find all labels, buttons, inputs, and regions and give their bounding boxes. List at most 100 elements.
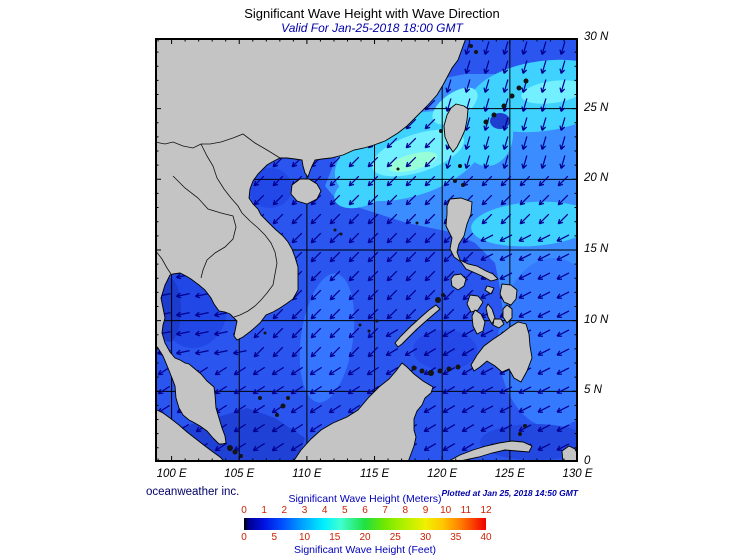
- samar-island: [499, 283, 518, 306]
- feet-tick-5: 5: [271, 532, 278, 543]
- lon-label-120-e: 120 E: [427, 468, 458, 480]
- small-island: [509, 93, 515, 99]
- feet-tick-15: 15: [329, 532, 341, 543]
- map-border: [155, 38, 578, 462]
- meters-tick-8: 8: [402, 505, 409, 516]
- small-island: [435, 297, 441, 303]
- small-island: [501, 103, 507, 109]
- meters-tick-4: 4: [321, 505, 328, 516]
- colorbar-meters-ticks: 0 1 2 3 4 5 6 7 8 9 10 11 12: [241, 505, 491, 516]
- lat-label-5-n: 5 N: [584, 384, 602, 397]
- small-island: [415, 221, 419, 225]
- meters-tick-12: 12: [480, 505, 492, 516]
- small-island: [375, 319, 379, 323]
- palawan-island: [394, 304, 441, 348]
- colorbar-feet-title: Significant Wave Height (Feet): [293, 544, 436, 556]
- mainland-southeast-asia: [154, 37, 467, 445]
- small-island: [367, 329, 371, 333]
- small-island: [258, 396, 262, 400]
- map-canvas: [154, 37, 618, 463]
- small-island: [437, 368, 443, 374]
- map: [154, 37, 618, 463]
- country-border-line: [154, 133, 281, 159]
- small-island: [474, 50, 478, 54]
- small-island: [339, 232, 343, 236]
- small-island: [396, 167, 400, 171]
- small-island: [239, 454, 243, 458]
- small-island: [453, 179, 457, 183]
- lon-label-110-e: 110 E: [292, 468, 322, 480]
- luzon-island: [445, 197, 499, 282]
- small-island: [286, 396, 290, 400]
- sulawesi-north-arm: [446, 440, 533, 463]
- feet-tick-40: 40: [480, 532, 492, 543]
- country-border-line: [172, 175, 237, 279]
- small-island: [263, 331, 267, 335]
- bohol-island: [492, 318, 505, 329]
- lat-label-15-n: 15 N: [584, 243, 609, 255]
- meters-tick-3: 3: [301, 505, 308, 516]
- colorbar-feet-ticks: 0 5 10 15 20 25 30 35 40: [241, 532, 491, 543]
- leyte-island: [502, 304, 513, 324]
- small-island: [333, 228, 337, 232]
- meters-tick-7: 7: [382, 505, 388, 516]
- meters-tick-2: 2: [281, 505, 288, 516]
- negros-island: [471, 309, 486, 335]
- feet-tick-20: 20: [359, 532, 371, 543]
- small-island: [483, 119, 489, 125]
- land-masses: [154, 37, 579, 463]
- small-island: [428, 370, 434, 376]
- small-island: [232, 449, 238, 455]
- small-island: [358, 323, 362, 327]
- small-island: [523, 78, 529, 84]
- country-border-line: [154, 249, 172, 275]
- small-island: [419, 368, 425, 374]
- small-island: [469, 44, 473, 48]
- colorbar-meters-title: Significant Wave Height (Meters): [288, 493, 442, 505]
- small-island: [523, 424, 527, 428]
- feet-tick-30: 30: [419, 532, 432, 543]
- small-island: [441, 293, 445, 297]
- lat-label-20-n: 20 N: [584, 172, 609, 185]
- lon-label-100-e: 100 E: [156, 468, 187, 480]
- feet-tick-0: 0: [241, 532, 247, 543]
- taiwan-island: [443, 103, 469, 153]
- small-island: [411, 365, 417, 371]
- feet-tick-25: 25: [389, 532, 401, 543]
- colorbar: [244, 518, 486, 530]
- panay-island: [466, 294, 484, 313]
- country-borders: [154, 133, 281, 318]
- small-island: [455, 364, 461, 370]
- small-island: [458, 164, 462, 168]
- borneo-island: [292, 362, 434, 463]
- small-island: [461, 183, 465, 187]
- lat-label-0: 0: [584, 455, 591, 468]
- small-island: [518, 432, 522, 436]
- plotted-timestamp: Plotted at Jan 25, 2018 14:50 GMT: [441, 488, 578, 498]
- lat-label-10-n: 10 N: [584, 313, 609, 326]
- lon-label-130-e: 130 E: [562, 468, 593, 480]
- small-island: [446, 366, 452, 372]
- valid-time-subtitle: Valid For Jan-25-2018 18:00 GMT: [281, 21, 463, 35]
- lon-label-125-e: 125 E: [494, 468, 525, 480]
- country-border-line: [200, 143, 278, 318]
- hainan-island: [290, 178, 322, 205]
- credit-text: oceanweather inc.: [146, 486, 240, 498]
- lon-label-115-e: 115 E: [359, 468, 390, 480]
- mindanao-island: [470, 321, 533, 383]
- lat-label-30-n: 30 N: [584, 31, 609, 43]
- mindoro-island: [450, 273, 467, 291]
- cebu-island: [485, 303, 496, 325]
- lon-label-105-e: 105 E: [224, 468, 255, 480]
- small-island: [491, 112, 497, 118]
- small-island: [280, 403, 286, 409]
- meters-tick-6: 6: [362, 505, 368, 516]
- meters-tick-9: 9: [422, 505, 429, 516]
- meters-tick-0: 0: [241, 505, 247, 516]
- feet-tick-35: 35: [450, 532, 462, 543]
- lat-label-25-n: 25 N: [584, 101, 609, 114]
- masbate-island: [484, 285, 495, 295]
- small-island: [227, 445, 233, 451]
- meters-tick-1: 1: [261, 505, 267, 516]
